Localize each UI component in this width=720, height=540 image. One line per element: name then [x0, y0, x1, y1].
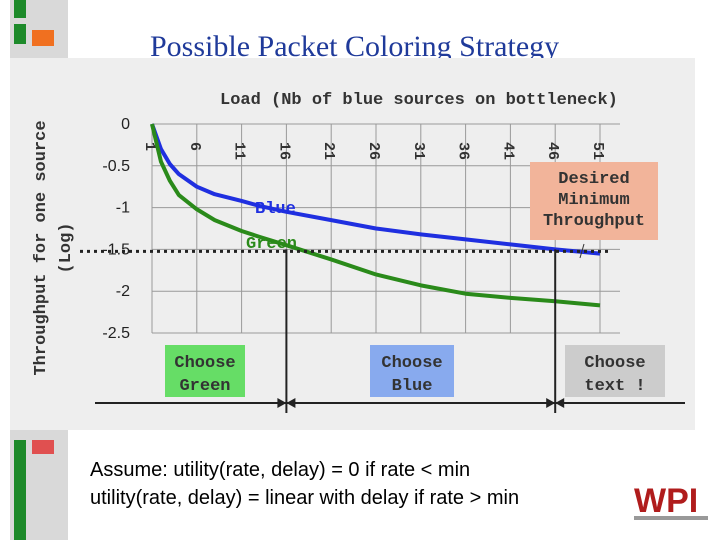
x-tick-labels: 1 6 11 16 21 26 31 36 41 46 51: [141, 142, 606, 160]
notes: Assume: utility(rate, delay) = 0 if rate…: [90, 456, 519, 512]
threshold-label-box: [530, 162, 658, 240]
region-label-line1: Choose: [174, 354, 235, 373]
x-tick-label: 26: [365, 142, 382, 160]
region-label-line1: Choose: [584, 354, 645, 373]
x-tick-label: 6: [186, 142, 203, 151]
threshold-label-pointer: [579, 243, 585, 259]
series-label-green: Green: [246, 235, 297, 254]
chart: Throughput for one source (Log) Load (Nb…: [32, 91, 685, 413]
threshold-label: Desired: [558, 170, 629, 189]
arrow-right: [277, 398, 287, 408]
threshold-label: Minimum: [558, 191, 629, 210]
x-tick-label: 51: [589, 142, 606, 160]
y-tick-label: -2: [116, 283, 130, 300]
x-tick-label: 46: [544, 142, 561, 160]
arrow-left: [286, 398, 296, 408]
x-tick-label: 11: [231, 142, 248, 160]
chart-title: Load (Nb of blue sources on bottleneck): [220, 91, 618, 110]
region-label-line2: Blue: [392, 377, 433, 396]
note-line-2: utility(rate, delay) = linear with delay…: [90, 487, 520, 509]
x-tick-label: 36: [455, 142, 472, 160]
logo-text: WPI: [634, 482, 698, 520]
y-tick-label: -2.5: [102, 325, 130, 342]
x-tick-label: 1: [141, 142, 158, 151]
arrow-right: [546, 398, 556, 408]
series-lines: Blue Green: [150, 123, 601, 308]
x-tick-label: 41: [499, 142, 516, 160]
threshold-label: Throughput: [543, 212, 645, 231]
note-line-1: Assume: utility(rate, delay) = 0 if rate…: [90, 459, 471, 481]
region-label-line2: text !: [584, 377, 645, 396]
y-tick-labels: 0-0.5-1-1.5-2-2.5: [102, 116, 130, 342]
annotations: Desired Minimum Throughput Choose Green Choos…: [80, 162, 685, 413]
wpi-logo: WPI: [634, 482, 708, 520]
series-label-blue: Blue: [255, 200, 296, 219]
region-label-line2: Green: [179, 377, 230, 396]
arrow-left: [555, 398, 565, 408]
y-tick-label: -0.5: [102, 158, 130, 175]
region-label-line1: Choose: [381, 354, 442, 373]
slide-title: Possible Packet Coloring Strategy: [150, 30, 560, 63]
x-tick-label: 16: [275, 142, 292, 160]
region-box: [565, 345, 665, 397]
series-line-green: [150, 123, 601, 308]
y-tick-label: -1: [116, 200, 130, 217]
x-tick-label: 21: [320, 142, 337, 160]
y-axis-label: Throughput for one source: [32, 120, 51, 375]
y-tick-label: 0: [121, 116, 130, 133]
region-box: [370, 345, 454, 397]
y-axis-label-unit: (Log): [57, 222, 76, 273]
region-box: [165, 345, 245, 397]
series-line-blue: [150, 123, 601, 256]
x-tick-label: 31: [410, 142, 427, 160]
